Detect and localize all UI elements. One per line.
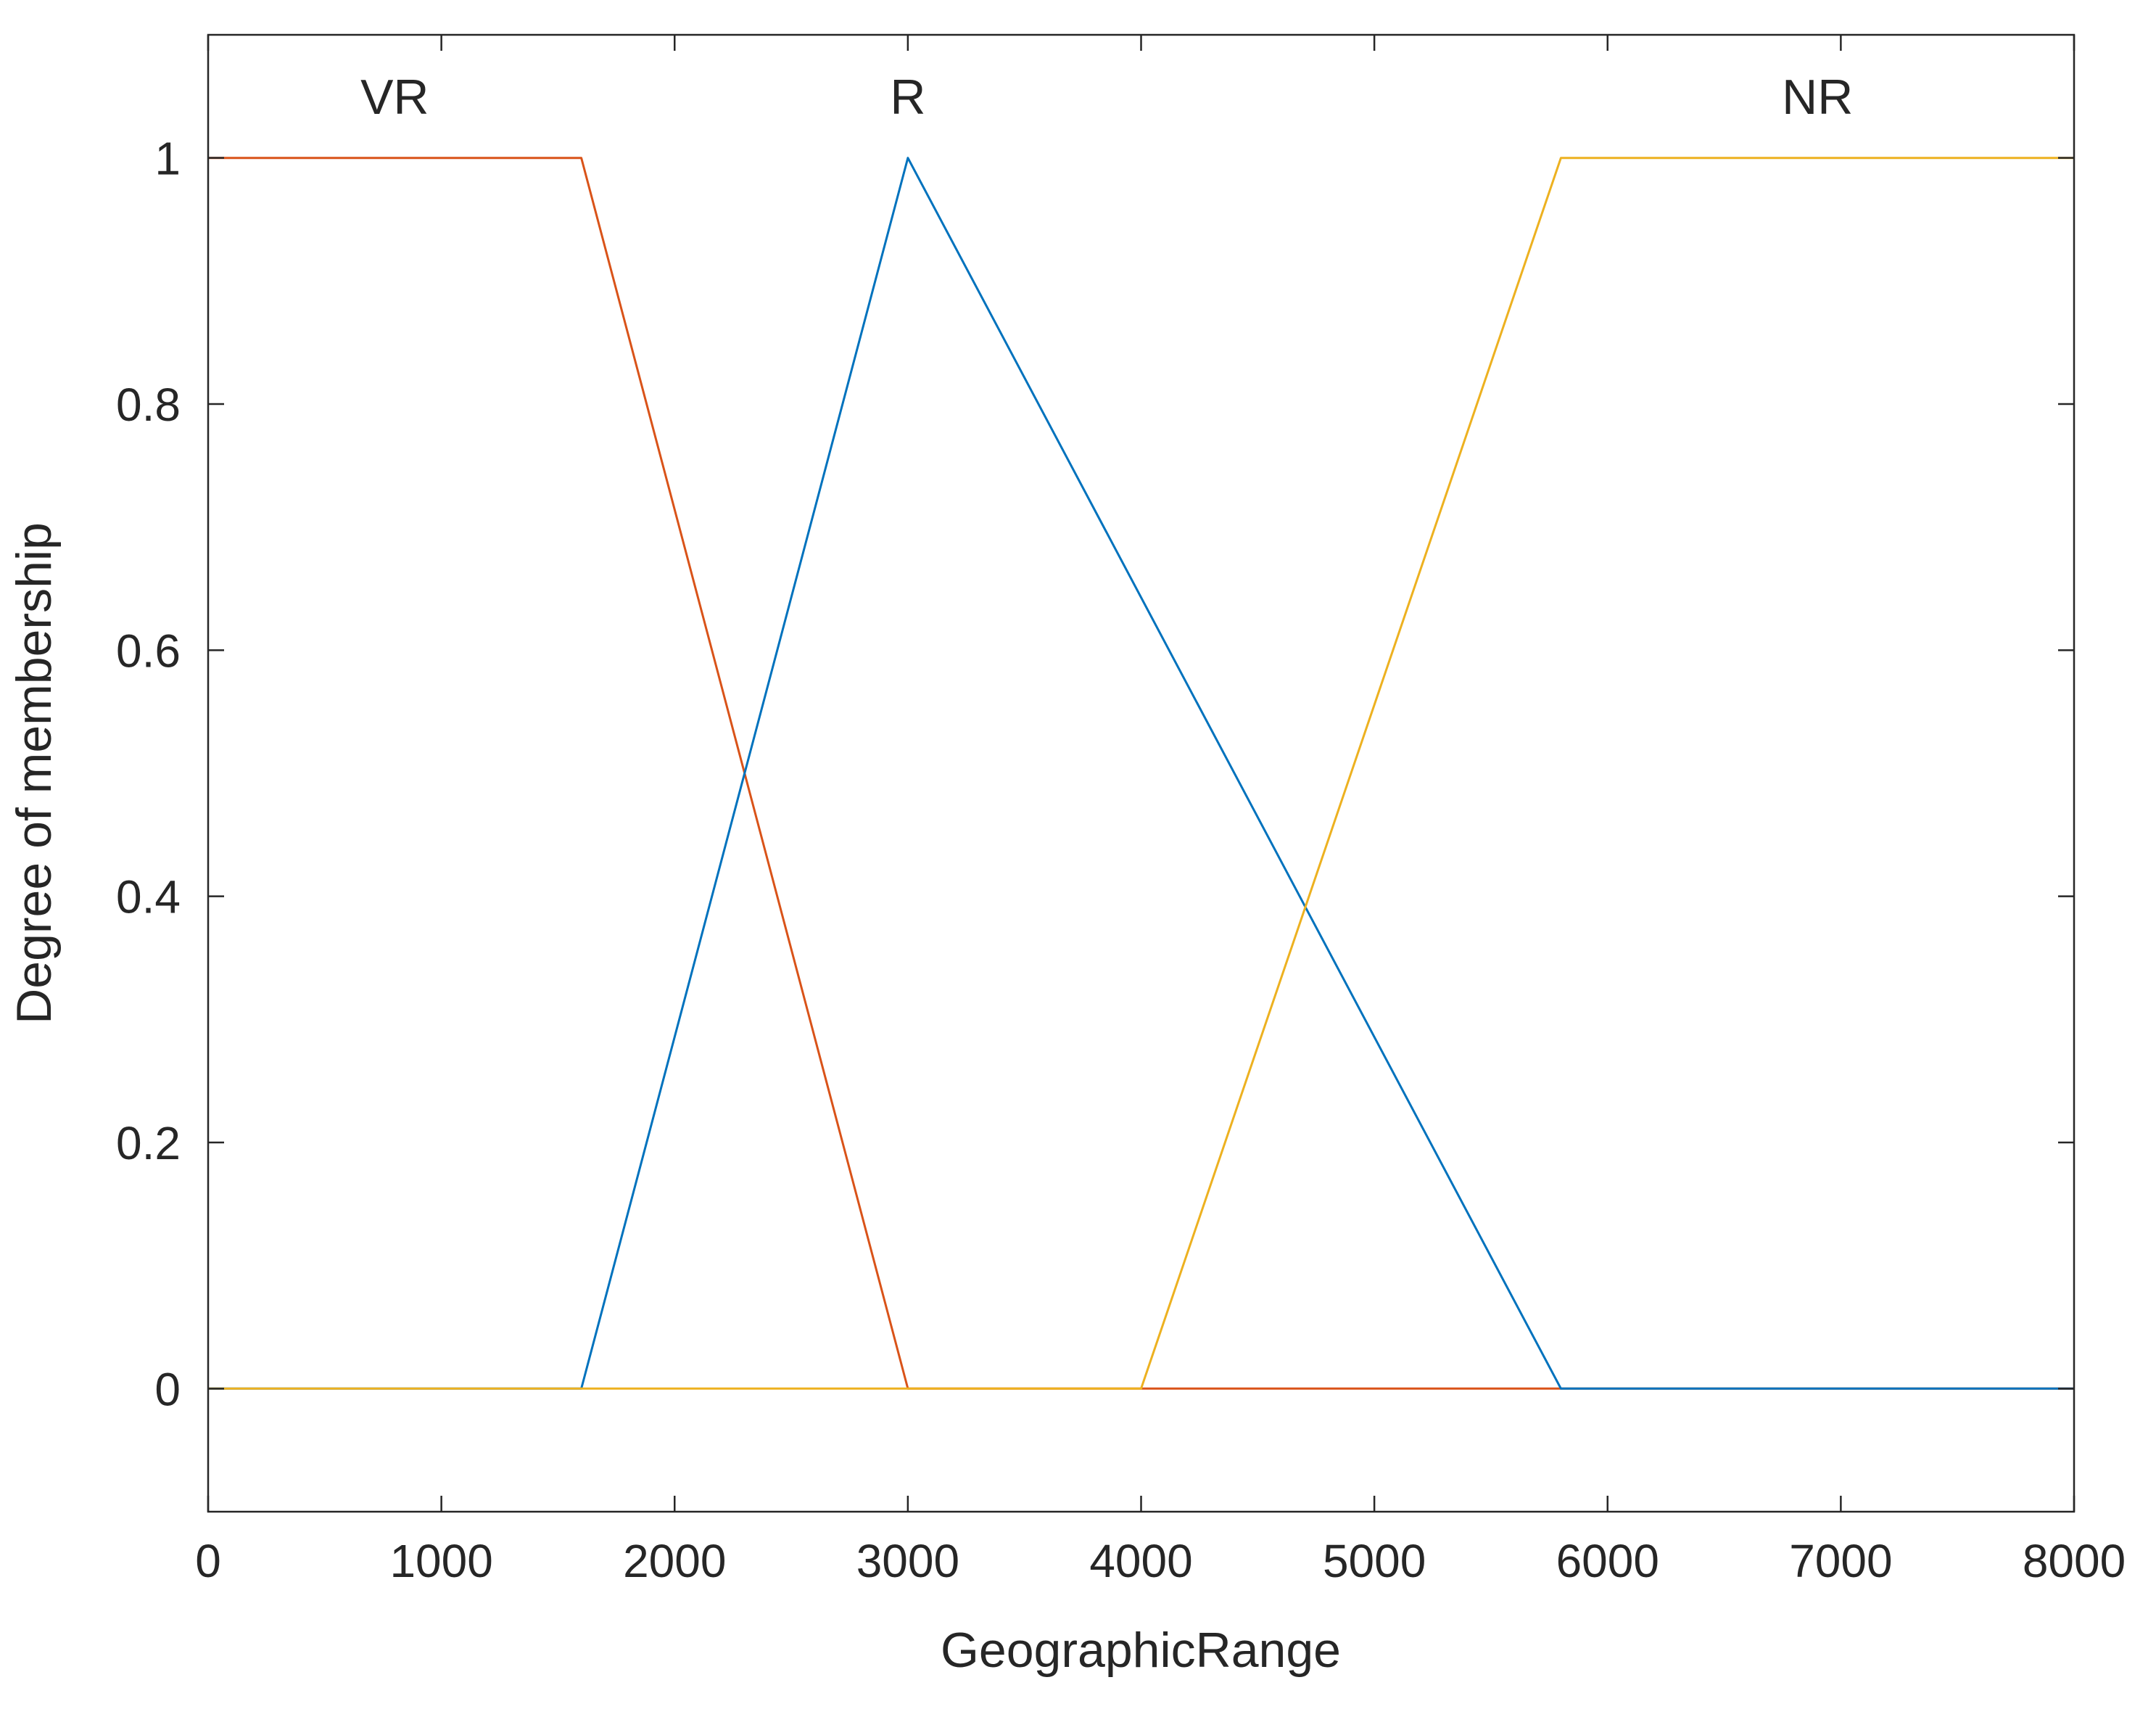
mf-label-layer: VR R NR <box>360 70 1853 125</box>
y-tick-label: 0.8 <box>116 379 181 431</box>
x-tick-label: 4000 <box>1089 1535 1192 1587</box>
x-tick-label: 2000 <box>623 1535 726 1587</box>
series-layer <box>208 157 2074 1390</box>
x-tick-label: 6000 <box>1556 1535 1659 1587</box>
y-axis-title: Degree of membership <box>7 522 62 1024</box>
plot-background <box>208 35 2074 1512</box>
x-axis-title: GeographicRange <box>941 1623 1341 1678</box>
y-tick-label: 0.6 <box>116 625 181 677</box>
y-tick-label: 1 <box>154 133 181 185</box>
y-tick-label: 0.4 <box>116 871 181 923</box>
x-tick-label: 8000 <box>2023 1535 2126 1587</box>
x-tick-label: 7000 <box>1789 1535 1892 1587</box>
mf-label-vr: VR <box>360 70 429 125</box>
mf-label-r: R <box>890 70 925 125</box>
x-tick-label: 5000 <box>1323 1535 1426 1587</box>
y-tick-label: 0 <box>154 1363 181 1415</box>
x-tick-label: 0 <box>195 1535 221 1587</box>
y-tick-label: 0.2 <box>116 1117 181 1169</box>
x-tick-label: 3000 <box>856 1535 959 1587</box>
x-tick-label: 1000 <box>389 1535 492 1587</box>
plot-frame <box>207 33 2076 1513</box>
tick-layer: 0 1000 2000 3000 4000 5000 6000 7000 8000 0 0.2 0.4… <box>116 35 2126 1587</box>
series-line-nr <box>208 157 2074 1390</box>
mf-label-nr: NR <box>1782 70 1853 125</box>
